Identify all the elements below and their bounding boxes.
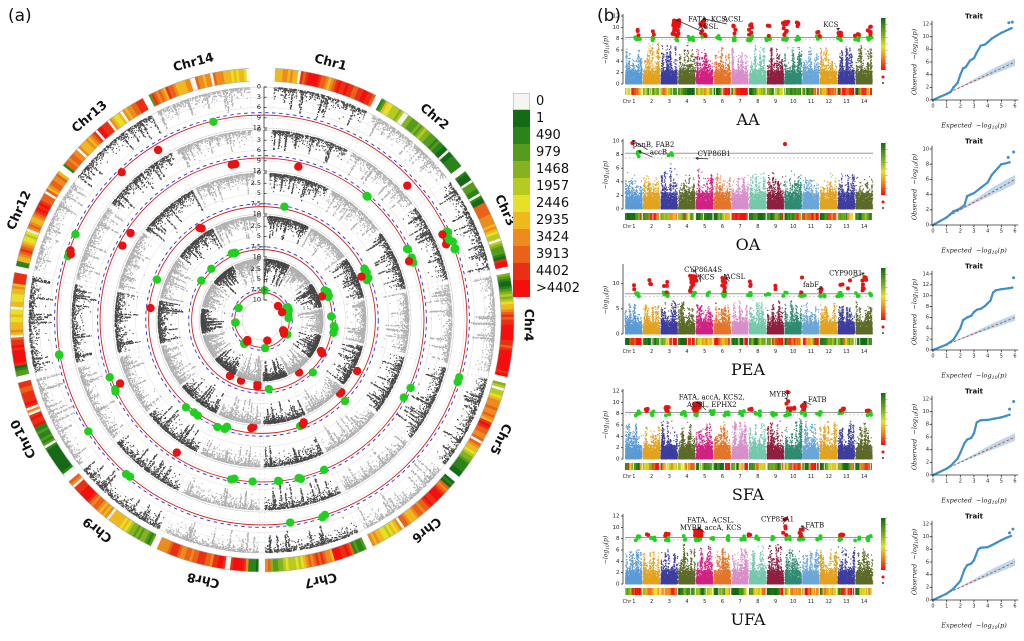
legend-swatch	[513, 161, 530, 178]
legend-item: 1468	[513, 161, 580, 178]
legend-swatch	[513, 263, 530, 280]
legend-item: 2446	[513, 195, 580, 212]
legend-label: 2935	[536, 213, 570, 228]
trait-title: PEA	[731, 360, 765, 379]
legend-item: 2935	[513, 212, 580, 229]
legend-item: 1957	[513, 178, 580, 195]
manhattan-plot-PEA	[598, 260, 898, 368]
legend-label: 3913	[536, 247, 570, 262]
legend-item: 490	[513, 127, 580, 144]
legend-label: 979	[536, 145, 561, 160]
qq-plot-AA	[908, 10, 1022, 134]
legend-swatch	[513, 178, 530, 195]
manhattan-plot-OA	[598, 135, 898, 243]
qq-plot-UFA	[908, 510, 1022, 634]
legend-swatch	[513, 280, 530, 297]
legend-swatch	[513, 93, 530, 110]
legend-item: 3424	[513, 229, 580, 246]
trait-title: UFA	[730, 610, 766, 629]
legend-swatch	[513, 110, 530, 127]
legend-swatch	[513, 195, 530, 212]
trait-row-UFA: UFA	[598, 510, 1024, 635]
trait-row-SFA: SFA	[598, 385, 1024, 510]
manhattan-plot-SFA	[598, 385, 898, 493]
legend-swatch	[513, 229, 530, 246]
trait-title: OA	[735, 235, 761, 254]
legend-label: 1468	[536, 162, 570, 177]
legend-swatch	[513, 127, 530, 144]
manhattan-plot-AA	[598, 10, 898, 118]
trait-title: AA	[736, 110, 760, 129]
panel-a-label: (a)	[8, 6, 32, 26]
legend-item: 1	[513, 110, 580, 127]
qq-plot-PEA	[908, 260, 1022, 384]
trait-row-PEA: PEA	[598, 260, 1024, 385]
manhattan-plot-UFA	[598, 510, 898, 618]
legend-label: 1	[536, 111, 545, 126]
legend-label: >4402	[536, 281, 580, 296]
trait-row-OA: OA	[598, 135, 1024, 260]
legend-item: 4402	[513, 263, 580, 280]
legend-swatch	[513, 246, 530, 263]
circular-manhattan-plot	[0, 28, 548, 628]
legend-item: 979	[513, 144, 580, 161]
legend-item: 0	[513, 93, 580, 110]
legend-label: 4402	[536, 264, 570, 279]
legend-item: >4402	[513, 280, 580, 297]
legend-label: 490	[536, 128, 561, 143]
trait-row-AA: AA	[598, 10, 1024, 135]
legend-item: 3913	[513, 246, 580, 263]
legend-swatch	[513, 212, 530, 229]
legend-label: 2446	[536, 196, 570, 211]
snp-density-legend: 0 1 490 979 1468 1957 2446 2935 3424 3913 4402 >440…	[513, 93, 580, 297]
trait-title: SFA	[731, 485, 765, 504]
qq-plot-OA	[908, 135, 1022, 259]
qq-plot-SFA	[908, 385, 1022, 509]
legend-label: 3424	[536, 230, 570, 245]
legend-label: 0	[536, 94, 545, 109]
legend-swatch	[513, 144, 530, 161]
legend-label: 1957	[536, 179, 570, 194]
